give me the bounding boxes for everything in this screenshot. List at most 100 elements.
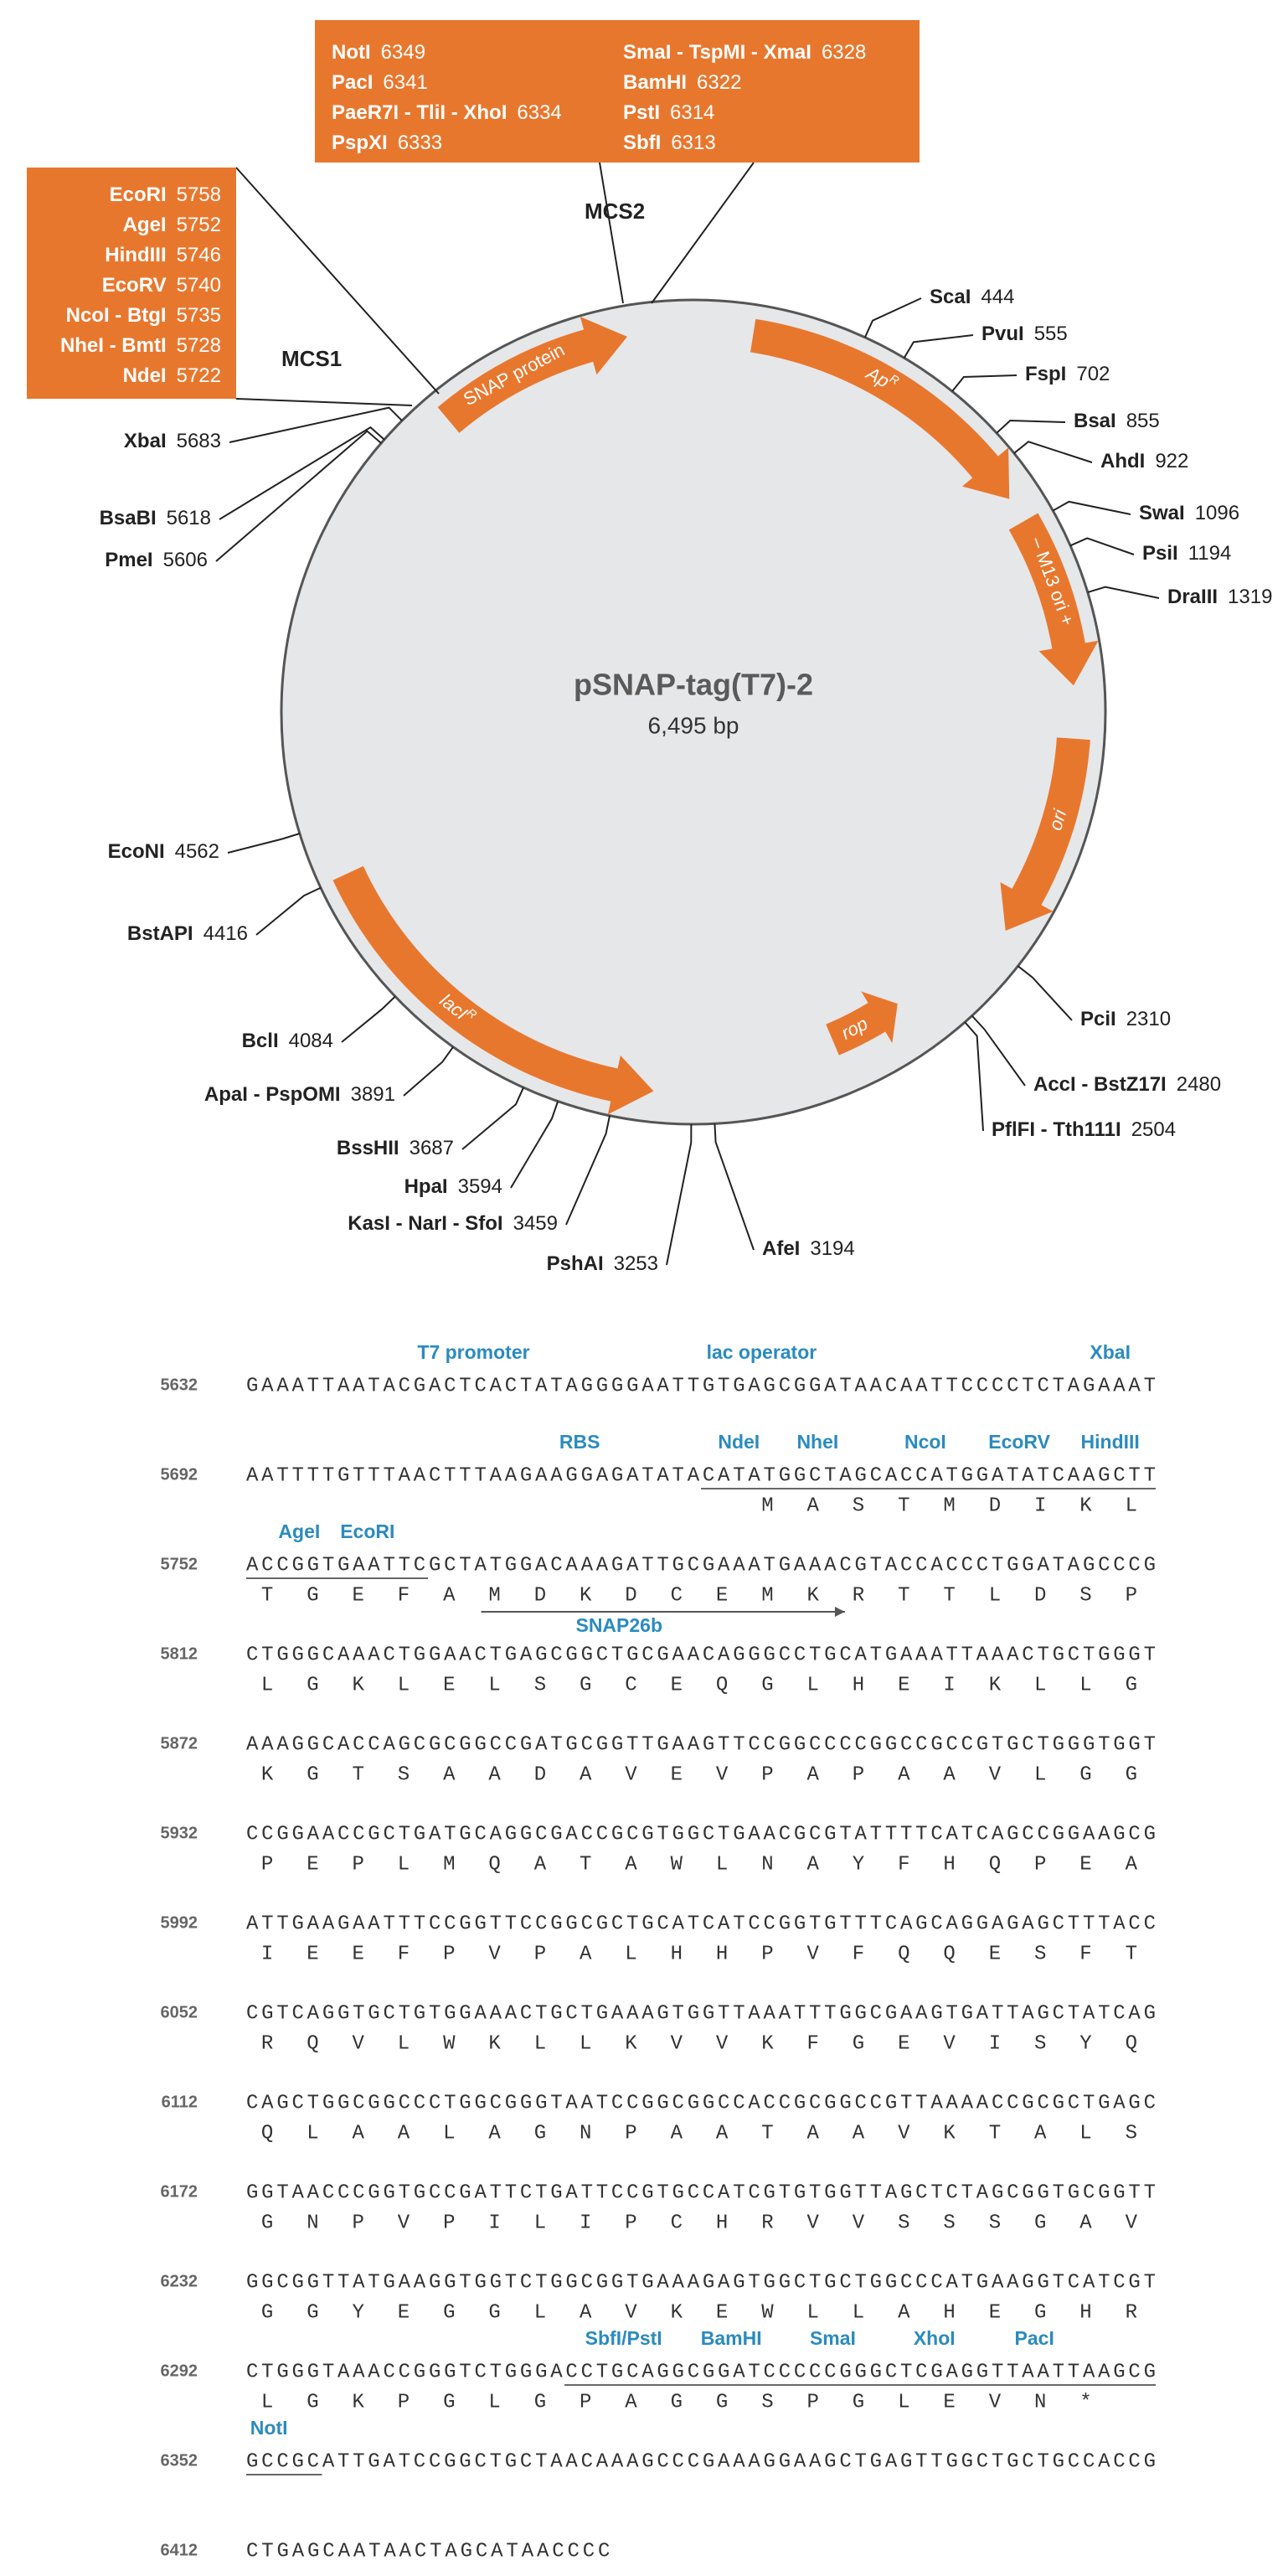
amino-acid: P — [625, 2212, 636, 2234]
row-number: 5752 — [161, 1555, 198, 1573]
amino-acid: S — [398, 1763, 410, 1786]
site-label: BssHII 3687 — [337, 1137, 454, 1159]
site-name: BsaI — [1074, 410, 1116, 432]
amino-acid: L — [398, 2032, 410, 2055]
site-position: 5740 — [177, 274, 221, 297]
amino-acid: H — [853, 1674, 864, 1696]
amino-acid: Q — [898, 1943, 909, 1965]
amino-acid: V — [625, 1763, 637, 1786]
dna-sequence: CGTCAGGTGCTGTGGAAACTGCTGAAAGTGGTTAAATTTG… — [246, 2002, 1156, 2025]
site-name: BamHI — [623, 71, 687, 94]
amino-acid: A — [443, 1763, 456, 1786]
amino-acid: E — [671, 1674, 683, 1696]
amino-acid: A — [853, 2122, 865, 2145]
row-number: 5872 — [161, 1734, 198, 1753]
row-number: 5992 — [161, 1913, 198, 1932]
mcs-site: NdeI 5722 — [123, 364, 221, 387]
amino-acid: K — [352, 2391, 364, 2413]
amino-acid: C — [625, 1674, 636, 1696]
feature-arrow — [1008, 513, 1099, 686]
site-label: XbaI 5683 — [124, 430, 221, 452]
site-leader — [565, 1115, 611, 1226]
amino-acid: P — [580, 2391, 591, 2413]
amino-acid: H — [1079, 2301, 1091, 2324]
feature-annotation: RBS — [559, 1431, 600, 1453]
amino-acid: V — [625, 2301, 637, 2324]
amino-acid: A — [1034, 2122, 1047, 2145]
feature-annotation: HindIII — [1081, 1431, 1140, 1453]
amino-acid: E — [989, 2301, 1001, 2324]
amino-acid: G — [1126, 1674, 1137, 1696]
amino-acid: D — [625, 1584, 636, 1607]
amino-acid: G — [307, 2301, 318, 2324]
amino-acid: Q — [488, 1853, 500, 1876]
amino-acid: E — [989, 1943, 1001, 1965]
amino-acid: A — [398, 2122, 410, 2145]
site-name: PaeR7I - TliI - XhoI — [332, 101, 507, 124]
amino-acid: P — [625, 2122, 636, 2145]
amino-acid: A — [1126, 1853, 1138, 1876]
site-name: SbfI — [623, 132, 661, 154]
amino-acid: G — [534, 2122, 546, 2145]
mcs-site: HindIII 5746 — [105, 244, 221, 266]
amino-acid: T — [761, 2122, 773, 2145]
amino-acid: I — [261, 1943, 273, 1965]
amino-acid: L — [853, 2301, 864, 2324]
feature-arrow — [1000, 737, 1090, 931]
site-leader — [714, 1123, 755, 1251]
site-position: 6314 — [670, 101, 714, 124]
amino-acid: L — [716, 1853, 728, 1876]
row-number: 5812 — [161, 1644, 198, 1663]
site-label: PciI 2310 — [1080, 1008, 1171, 1030]
site-position: 6341 — [383, 71, 427, 94]
site-name: BsaBI — [100, 507, 157, 529]
amino-acid: V — [898, 2122, 910, 2145]
site-label: PflFI - Tth111I 2504 — [992, 1118, 1176, 1141]
amino-acid: H — [671, 1943, 683, 1965]
site-label: DraIII 1319 — [1167, 586, 1272, 608]
mcs-label: MCS2 — [585, 199, 645, 224]
amino-acid: L — [307, 2122, 318, 2145]
mcs-site: PaeR7I - TliI - XhoI 6334 — [332, 101, 562, 124]
amino-acid: A — [671, 2122, 683, 2145]
amino-acid: E — [716, 1584, 728, 1607]
mcs-site: SbfI 6313 — [623, 132, 716, 154]
amino-acid: V — [716, 2032, 729, 2055]
site-leader — [996, 420, 1066, 434]
amino-acid: G — [443, 2301, 455, 2324]
site-name: SwaI — [1139, 502, 1185, 524]
site-label: BstAPI 4416 — [127, 922, 248, 945]
site-name: DraIII — [1167, 586, 1218, 608]
site-position: 6313 — [671, 132, 715, 154]
feature-arrow — [437, 317, 627, 433]
site-position: 5683 — [177, 430, 221, 452]
row-number: 5632 — [161, 1376, 198, 1394]
amino-acid: L — [898, 2391, 909, 2413]
amino-acid: P — [761, 1943, 773, 1965]
amino-acid: A — [580, 1763, 592, 1786]
amino-acid: G — [716, 2391, 728, 2413]
amino-acid: P — [398, 2391, 410, 2413]
amino-acid: K — [580, 1584, 592, 1607]
site-position: 4562 — [175, 840, 219, 863]
dna-sequence: ACCGGTGAATTCGCTATGGACAAAGATTGCGAAATGAAAC… — [246, 1554, 1156, 1577]
site-position: 3687 — [410, 1137, 454, 1159]
site-position: 3891 — [351, 1083, 395, 1106]
site-position: 702 — [1076, 363, 1110, 385]
site-position: 2310 — [1126, 1008, 1171, 1030]
amino-acid: L — [1034, 1674, 1046, 1696]
amino-acid: E — [671, 1763, 683, 1786]
site-position: 1194 — [1188, 542, 1232, 565]
site-label: KasI - NarI - SfoI 3459 — [348, 1212, 558, 1235]
amino-acid: G — [443, 2391, 455, 2413]
amino-acid: L — [1079, 2122, 1091, 2145]
site-position: 5722 — [177, 364, 221, 387]
mcs-box — [315, 20, 920, 163]
amino-acid: A — [806, 1494, 819, 1517]
site-leader — [510, 1101, 559, 1189]
amino-acid: G — [580, 1674, 591, 1696]
amino-acid: A — [625, 1853, 637, 1876]
amino-acid: G — [261, 2301, 273, 2324]
site-leader — [1017, 965, 1073, 1021]
